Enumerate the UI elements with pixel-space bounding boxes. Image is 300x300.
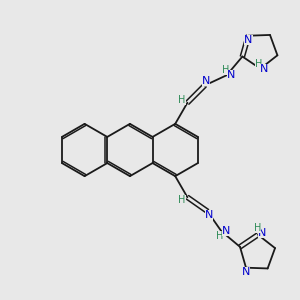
Text: N: N: [222, 226, 230, 236]
Text: H: H: [255, 59, 262, 70]
Text: H: H: [178, 95, 186, 105]
Text: H: H: [254, 223, 261, 233]
Text: N: N: [205, 210, 213, 220]
Text: N: N: [258, 228, 266, 238]
Text: N: N: [244, 35, 253, 45]
Text: H: H: [216, 231, 224, 241]
Text: H: H: [222, 65, 230, 75]
Text: N: N: [227, 70, 236, 80]
Text: N: N: [260, 64, 269, 74]
Text: N: N: [242, 268, 250, 278]
Text: H: H: [178, 195, 186, 205]
Text: N: N: [202, 76, 210, 86]
